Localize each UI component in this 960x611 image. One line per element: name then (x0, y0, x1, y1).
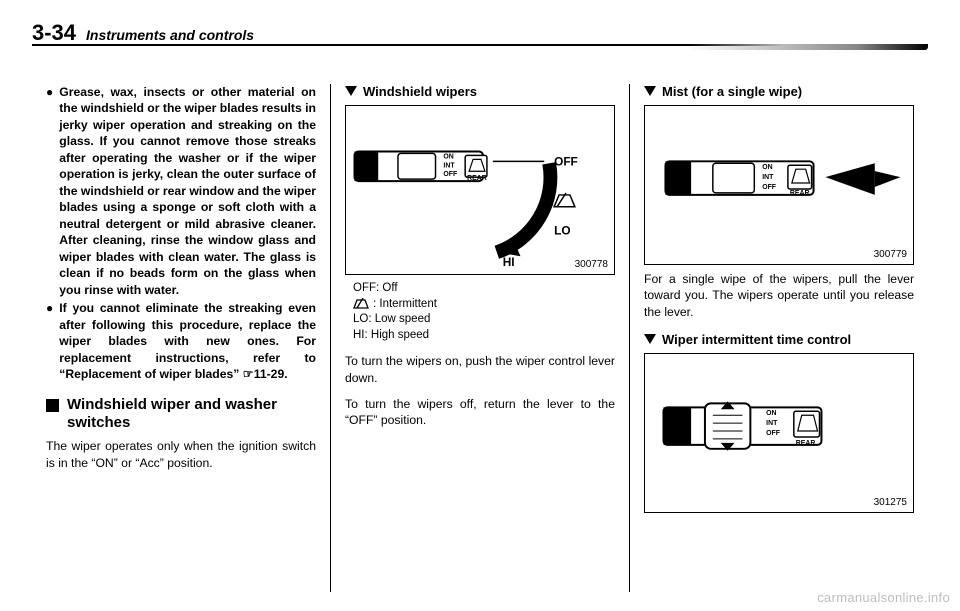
legend-row-hi: HI: High speed (353, 328, 615, 344)
intermittent-lever-diagram: ON INT OFF MIST REAR (645, 354, 913, 512)
sub-heading-label: Mist (for a single wipe) (662, 84, 802, 99)
wiper-lever-diagram: ON INT OFF MIST REAR (346, 106, 614, 274)
figure-intermittent-control: ON INT OFF MIST REAR 301275 (644, 353, 914, 513)
paragraph: For a single wipe of the wipers, pull th… (644, 271, 914, 320)
triangle-down-icon (644, 334, 656, 344)
stalk-label-int: INT (762, 174, 774, 181)
bullet-text: Grease, wax, insects or other material o… (59, 84, 316, 298)
stalk-label-int: INT (766, 421, 778, 428)
legend-row-lo: LO: Low speed (353, 312, 615, 328)
lever-stalk-icon: ON INT OFF MIST REAR (663, 402, 821, 451)
figure-mist: ON INT OFF MIST REAR 300779 (644, 105, 914, 265)
rule-fade (688, 44, 928, 50)
sub-heading: Mist (for a single wipe) (644, 84, 914, 99)
paragraph: To turn the wipers off, return the lever… (345, 396, 615, 429)
square-bullet-icon (46, 399, 59, 412)
watermark: carmanualsonline.info (817, 590, 950, 605)
mist-lever-diagram: ON INT OFF MIST REAR (645, 106, 913, 264)
bullet-text: If you cannot eliminate the streaking ev… (59, 300, 316, 382)
page-number: 3-34 (32, 20, 76, 46)
label-off: OFF (554, 154, 578, 168)
section-heading-label: Windshield wiper and washer switches (67, 396, 316, 432)
stalk-label-off: OFF (443, 171, 457, 178)
stalk-label-on: ON (443, 153, 453, 160)
paragraph: To turn the wipers on, push the wiper co… (345, 353, 615, 386)
label-lo: LO (554, 223, 570, 237)
intermittent-icon (353, 298, 369, 310)
column-1: ● Grease, wax, insects or other material… (32, 84, 330, 592)
section-body: The wiper operates only when the ignitio… (46, 438, 316, 471)
stalk-label-mist: MIST (667, 422, 684, 429)
arc-arrow-icon (497, 163, 551, 256)
sub-heading-label: Windshield wipers (363, 84, 477, 99)
stalk-label-off: OFF (766, 430, 780, 437)
crossref-icon: ☞ (243, 367, 254, 381)
lever-stalk-icon: ON INT OFF MIST REAR (354, 151, 544, 182)
lever-stalk-icon: ON INT OFF MIST REAR (665, 161, 813, 197)
figure-legend: OFF: Off : Intermittent LO: Low speed HI… (353, 281, 615, 343)
bullet-item: ● Grease, wax, insects or other material… (46, 84, 316, 298)
stalk-label-mist: MIST (669, 174, 686, 181)
bullet-text-b: 11-29. (254, 367, 288, 381)
bullet-item: ● If you cannot eliminate the streaking … (46, 300, 316, 382)
sub-heading-label: Wiper intermittent time control (662, 332, 851, 347)
bullet-dot-icon: ● (46, 84, 53, 298)
stalk-label-mist: MIST (358, 162, 375, 169)
legend-row-off: OFF: Off (353, 281, 615, 297)
triangle-down-icon (644, 86, 656, 96)
sub-heading: Wiper intermittent time control (644, 332, 914, 347)
stalk-label-on: ON (766, 411, 776, 418)
figure-number: 300779 (874, 249, 907, 260)
sub-heading: Windshield wipers (345, 84, 615, 99)
column-3: Mist (for a single wipe) ON INT OFF MIST (629, 84, 928, 592)
bullet-dot-icon: ● (46, 300, 53, 382)
chapter-title: Instruments and controls (86, 27, 254, 43)
column-layout: ● Grease, wax, insects or other material… (32, 84, 928, 592)
header-rule (32, 44, 928, 50)
stalk-label-on: ON (762, 164, 772, 171)
figure-number: 300778 (575, 259, 608, 270)
label-hi: HI (503, 255, 515, 269)
manual-page: 3-34 Instruments and controls ● Grease, … (0, 0, 960, 611)
stalk-label-int: INT (443, 162, 455, 169)
stalk-label-rear: REAR (467, 175, 487, 182)
figure-windshield-wipers: ON INT OFF MIST REAR (345, 105, 615, 275)
legend-int-label: : Intermittent (373, 297, 437, 313)
section-heading: Windshield wiper and washer switches (46, 396, 316, 432)
pull-arrow-icon (825, 163, 900, 195)
stalk-label-off: OFF (762, 184, 776, 191)
stalk-label-rear: REAR (796, 440, 816, 447)
figure-number: 301275 (874, 497, 907, 508)
triangle-down-icon (345, 86, 357, 96)
legend-row-int: : Intermittent (353, 297, 615, 313)
stalk-label-rear: REAR (790, 190, 810, 197)
column-2: Windshield wipers ON INT OFF MIST (330, 84, 629, 592)
